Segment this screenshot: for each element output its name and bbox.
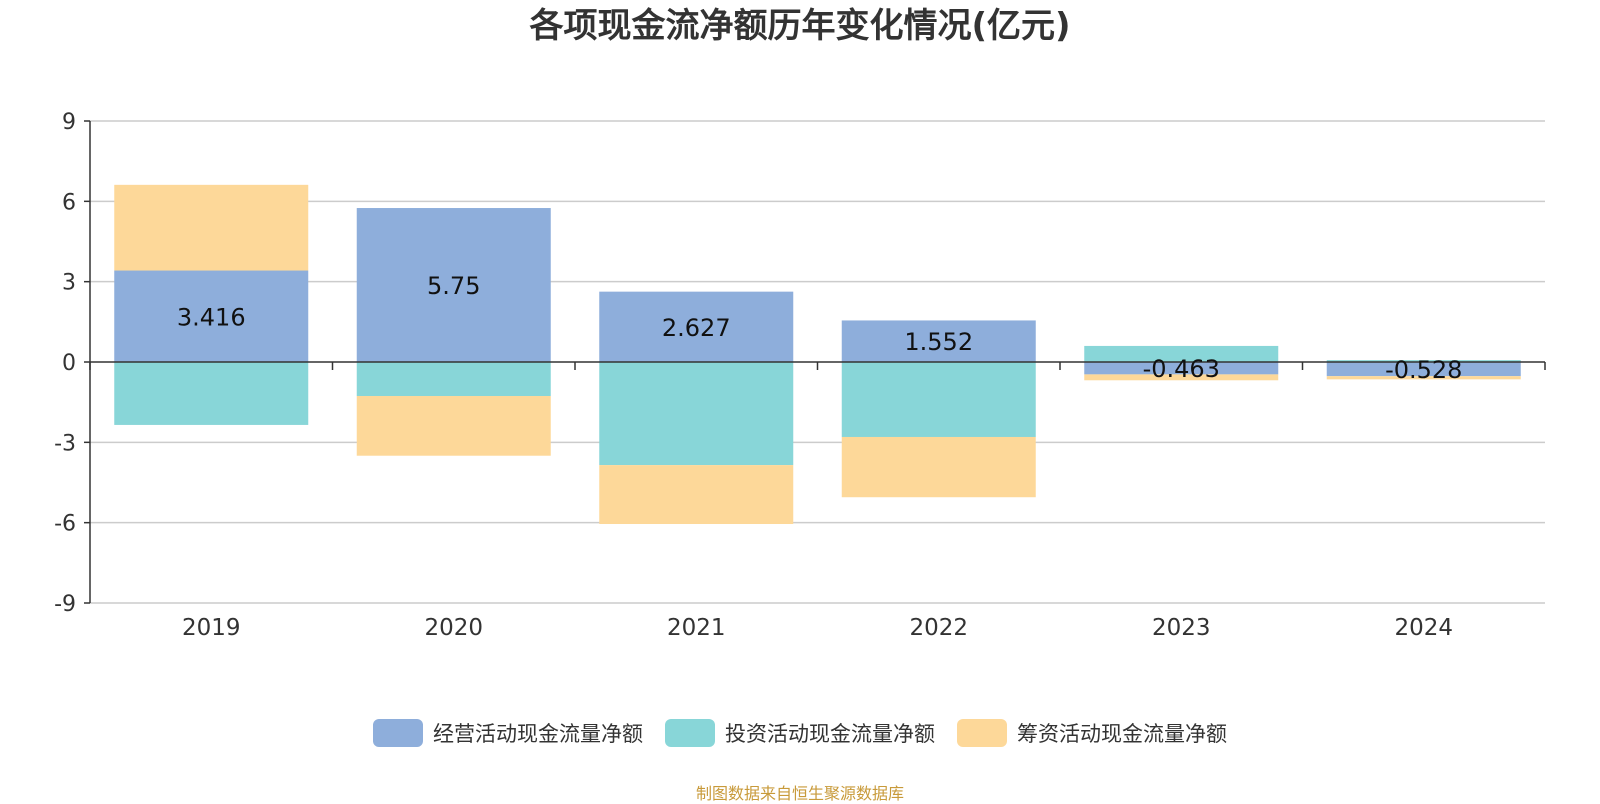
y-tick-label: -9: [54, 592, 76, 617]
y-tick-label: 9: [62, 110, 76, 135]
gridlines: [90, 120, 1545, 604]
data-label: 1.552: [904, 328, 973, 356]
bar-2019-series-1: [114, 362, 309, 425]
y-tick-label: -6: [54, 512, 76, 537]
bar-2022-series-2: [841, 436, 1036, 498]
x-tick-label: 2024: [1394, 615, 1453, 641]
data-labels: 3.416 5.75 2.627 1.552 -0.463 -0.528: [177, 272, 1463, 384]
x-tick-label: 2023: [1152, 615, 1211, 641]
x-tick-label: 2020: [424, 615, 483, 641]
bar-2023-series-2: [1084, 374, 1279, 381]
data-label: 5.75: [427, 272, 480, 300]
data-label: -0.463: [1143, 355, 1220, 383]
legend: 经营活动现金流量净额 投资活动现金流量净额 筹资活动现金流量净额: [0, 718, 1600, 748]
bars: [114, 184, 1521, 525]
legend-label-operating: 经营活动现金流量净额: [433, 722, 643, 746]
data-label: -0.528: [1385, 356, 1462, 384]
legend-item-investing[interactable]: 投资活动现金流量净额: [665, 718, 935, 748]
axes: 9 6 3 0 -3 -6 -9 2019 2020 2021 2022 2023 2024: [54, 110, 1546, 641]
source-note: 制图数据来自恒生聚源数据库: [695, 784, 904, 803]
x-tick-label: 2021: [667, 615, 726, 641]
legend-item-financing[interactable]: 筹资活动现金流量净额: [957, 718, 1227, 748]
bar-2024-series-0: [1326, 362, 1521, 377]
bar-2022-series-0: [841, 320, 1036, 362]
legend-item-operating[interactable]: 经营活动现金流量净额: [373, 718, 643, 748]
bar-2022-series-1: [841, 362, 1036, 437]
bar-2021-series-0: [599, 291, 794, 362]
y-tick-label: 3: [62, 271, 76, 296]
data-label: 3.416: [177, 303, 246, 331]
bar-2024-series-2: [1326, 376, 1521, 380]
legend-label-investing: 投资活动现金流量净额: [725, 722, 935, 746]
y-tick-label: 0: [62, 351, 76, 376]
legend-swatch-financing: [957, 719, 1007, 747]
bar-2020-series-1: [356, 362, 551, 397]
x-tick-label: 2019: [182, 615, 241, 641]
bar-2023-series-0: [1084, 362, 1279, 375]
bar-2019-series-0: [114, 270, 309, 362]
data-label: 2.627: [662, 314, 731, 342]
x-tick-label: 2022: [909, 615, 968, 641]
legend-swatch-operating: [373, 719, 423, 747]
y-tick-label: 6: [62, 190, 76, 215]
legend-label-financing: 筹资活动现金流量净额: [1017, 722, 1227, 746]
bar-2020-series-2: [356, 396, 551, 456]
chart-title: 各项现金流净额历年变化情况(亿元): [529, 6, 1070, 46]
bar-2019-series-2: [114, 184, 309, 271]
bar-2020-series-0: [356, 208, 551, 362]
y-tick-label: -3: [54, 431, 76, 456]
bar-2021-series-2: [599, 465, 794, 525]
bar-2023-series-1: [1084, 345, 1279, 362]
legend-swatch-investing: [665, 719, 715, 747]
bar-2021-series-1: [599, 362, 794, 466]
bar-2024-series-1: [1326, 360, 1521, 362]
